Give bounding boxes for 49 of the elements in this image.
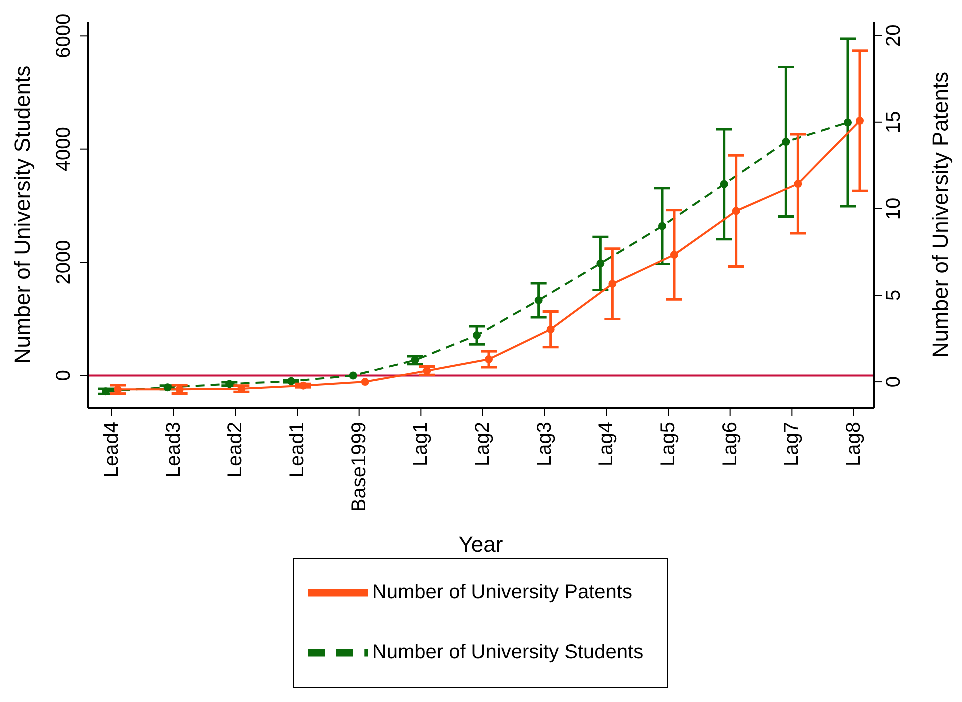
legend-label: Number of University Patents [372,581,632,604]
point [349,372,358,380]
x-tick-label: Lag7 [781,422,804,466]
y-tick-label: 2000 [53,240,75,285]
point [844,118,852,127]
point [596,260,605,268]
point [794,180,802,188]
x-tick-label: Lag3 [534,422,556,466]
y-tick-label: 6000 [53,14,75,58]
x-tick-label: Lag5 [658,422,680,466]
point [670,250,678,259]
x-tick-label: Lag8 [843,422,865,466]
point [485,356,493,364]
x-tick-label: Lead3 [162,422,185,478]
x-tick-label: Lag1 [410,422,432,466]
point [226,380,234,388]
point [782,138,790,146]
point [856,117,864,126]
point [534,296,543,304]
point [102,388,110,396]
x-tick-label: Lead1 [286,422,308,478]
point [658,222,666,230]
y-axis-title: Number of University Students [10,66,35,364]
point [473,332,481,340]
point [361,378,370,386]
x-tick-label: Lag2 [472,422,494,466]
x-tick-label: Lag4 [596,422,618,466]
point [300,382,308,390]
y2-tick-label: 0 [883,376,905,388]
x-axis-title: Year [458,532,504,557]
point [288,377,296,386]
y2-axis-title: Number of University Patents [928,72,953,358]
x-tick-label: Lag6 [719,422,742,466]
y2-tick-label: 20 [883,24,905,47]
x-tick-label: Base1999 [348,422,370,512]
point [608,280,617,288]
y-tick-label: 4000 [53,127,75,172]
x-tick-label: Lead2 [224,422,247,478]
y2-tick-label: 5 [883,290,905,302]
y2-tick-label: 10 [883,198,905,220]
point [720,180,728,188]
y2-tick-label: 15 [883,111,905,134]
point [546,326,555,334]
point [732,207,740,216]
y-tick-label: 0 [53,370,75,382]
point [164,384,172,392]
legend-label: Number of University Students [372,641,644,664]
x-tick-label: Lead4 [101,422,123,478]
point [114,386,122,394]
